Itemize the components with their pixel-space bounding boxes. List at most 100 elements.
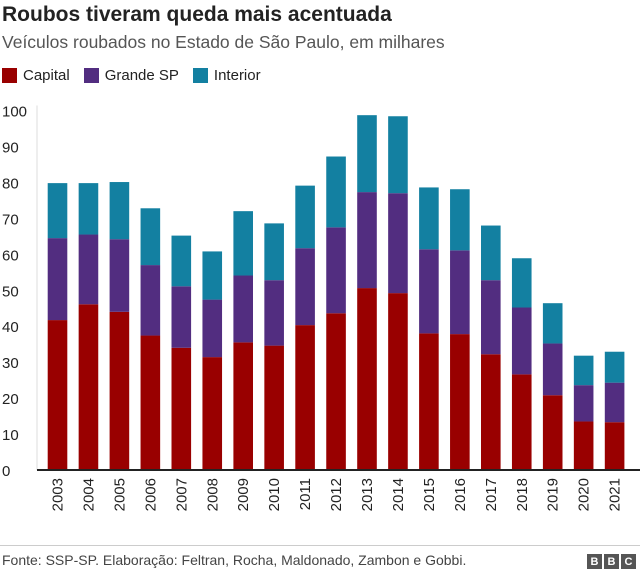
bar-segment-capital — [604, 422, 625, 470]
bar-segment-capital — [202, 357, 223, 470]
bar-segment-capital — [573, 421, 594, 470]
bar-segment-grande-sp — [295, 248, 315, 326]
bar-segment-interior — [78, 183, 99, 235]
bar-segment-grande-sp — [604, 382, 625, 423]
x-tick-label: 2010 — [266, 478, 283, 511]
legend-item-capital: Capital — [2, 67, 70, 84]
y-tick-label: 60 — [2, 247, 19, 264]
bar-segment-interior — [109, 182, 130, 240]
bar-segment-grande-sp — [326, 227, 346, 314]
legend-label-interior: Interior — [213, 67, 261, 84]
bar-segment-interior — [233, 211, 253, 276]
legend-swatch-capital — [2, 68, 17, 83]
bar-segment-interior — [419, 187, 439, 250]
bar-segment-interior — [326, 156, 346, 228]
bar-segment-capital — [140, 335, 161, 470]
bar-segment-grande-sp — [264, 280, 284, 346]
x-tick-label: 2011 — [297, 478, 314, 510]
bar-segment-capital — [171, 347, 192, 470]
x-tick-label: 2013 — [359, 478, 376, 511]
x-tick-label: 2021 — [607, 478, 624, 511]
bar-segment-capital — [295, 325, 315, 470]
bar-segment-capital — [47, 320, 68, 470]
y-tick-label: 100 — [2, 104, 27, 121]
x-tick-label: 2015 — [421, 478, 438, 511]
legend-item-interior: Interior — [192, 67, 261, 84]
legend-item-grande-sp: Grande SP — [83, 67, 179, 84]
y-tick-label: 10 — [2, 427, 19, 444]
bar-segment-interior — [202, 251, 223, 300]
x-tick-label: 2018 — [514, 478, 531, 511]
bar-segment-capital — [233, 342, 253, 470]
bbc-logo-letter: B — [604, 554, 619, 569]
bar-segment-interior — [295, 185, 315, 249]
bar-segment-capital — [264, 345, 284, 470]
bar-segment-interior — [511, 258, 532, 308]
y-tick-label: 90 — [2, 139, 19, 156]
bar-segment-interior — [573, 355, 594, 386]
bar-segment-capital — [78, 304, 99, 470]
bar-segment-grande-sp — [171, 286, 192, 348]
bar-segment-grande-sp — [419, 249, 439, 334]
bar-segment-grande-sp — [573, 385, 594, 422]
bar-segment-interior — [388, 116, 408, 194]
legend-label-grande-sp: Grande SP — [104, 67, 179, 84]
bar-segment-capital — [511, 374, 532, 470]
bar-segment-grande-sp — [357, 192, 377, 289]
bar-segment-interior — [171, 235, 192, 287]
x-tick-label: 2014 — [390, 478, 407, 511]
bar-segment-interior — [450, 189, 470, 251]
bar-segment-interior — [264, 223, 284, 281]
bar-segment-capital — [326, 313, 346, 470]
bar-segment-grande-sp — [47, 238, 68, 321]
bar-segment-capital — [481, 354, 501, 470]
y-tick-label: 80 — [2, 175, 19, 192]
bar-segment-interior — [604, 351, 625, 383]
y-tick-label: 40 — [2, 319, 19, 336]
x-tick-label: 2007 — [173, 478, 190, 511]
y-tick-label: 30 — [2, 355, 19, 372]
source-note: Fonte: SSP-SP. Elaboração: Feltran, Roch… — [2, 552, 467, 568]
x-tick-label: 2020 — [576, 478, 593, 511]
y-tick-label: 50 — [2, 283, 19, 300]
x-tick-label: 2016 — [452, 478, 469, 511]
x-tick-label: 2005 — [111, 478, 128, 511]
bbc-logo-letter: C — [621, 554, 636, 569]
legend-label-capital: Capital — [23, 67, 70, 84]
bar-segment-interior — [481, 225, 501, 281]
bbc-logo: B B C — [587, 554, 636, 569]
x-tick-label: 2017 — [483, 478, 500, 511]
legend-swatch-interior — [192, 68, 208, 83]
bar-segment-grande-sp — [511, 307, 532, 375]
bar-segment-grande-sp — [481, 280, 501, 355]
x-tick-label: 2009 — [235, 478, 252, 511]
y-tick-label: 20 — [2, 391, 19, 408]
bar-segment-capital — [542, 395, 563, 470]
bar-segment-interior — [140, 208, 161, 266]
bbc-logo-letter: B — [587, 554, 602, 569]
bar-segment-interior — [542, 303, 563, 344]
bar-segment-grande-sp — [140, 265, 161, 336]
y-tick-label: 0 — [2, 463, 10, 480]
bar-segment-capital — [388, 293, 408, 470]
legend-swatch-grande-sp — [83, 68, 99, 83]
x-tick-label: 2008 — [204, 478, 221, 511]
bar-segment-grande-sp — [78, 234, 99, 305]
bar-segment-grande-sp — [109, 239, 130, 312]
bar-segment-grande-sp — [233, 275, 253, 343]
chart-title: Roubos tiveram queda mais acentuada — [2, 3, 392, 26]
bar-segment-capital — [450, 334, 470, 470]
bar-segment-grande-sp — [542, 343, 563, 396]
x-tick-label: 2004 — [80, 478, 97, 511]
bar-segment-capital — [419, 333, 439, 470]
x-tick-label: 2003 — [50, 478, 67, 511]
stacked-bar-chart: 0 10 20 30 40 50 60 70 80 90 100 2003 2004 2005 2006 20… — [2, 104, 640, 511]
bar-segment-grande-sp — [450, 250, 470, 335]
x-tick-label: 2012 — [328, 478, 345, 511]
y-tick-label: 70 — [2, 211, 19, 228]
bar-segment-interior — [357, 115, 377, 193]
x-tick-label: 2019 — [545, 478, 562, 511]
bar-segment-capital — [357, 288, 377, 470]
bar-segment-interior — [47, 183, 68, 239]
chart-subtitle: Veículos roubados no Estado de São Paulo… — [2, 32, 445, 52]
